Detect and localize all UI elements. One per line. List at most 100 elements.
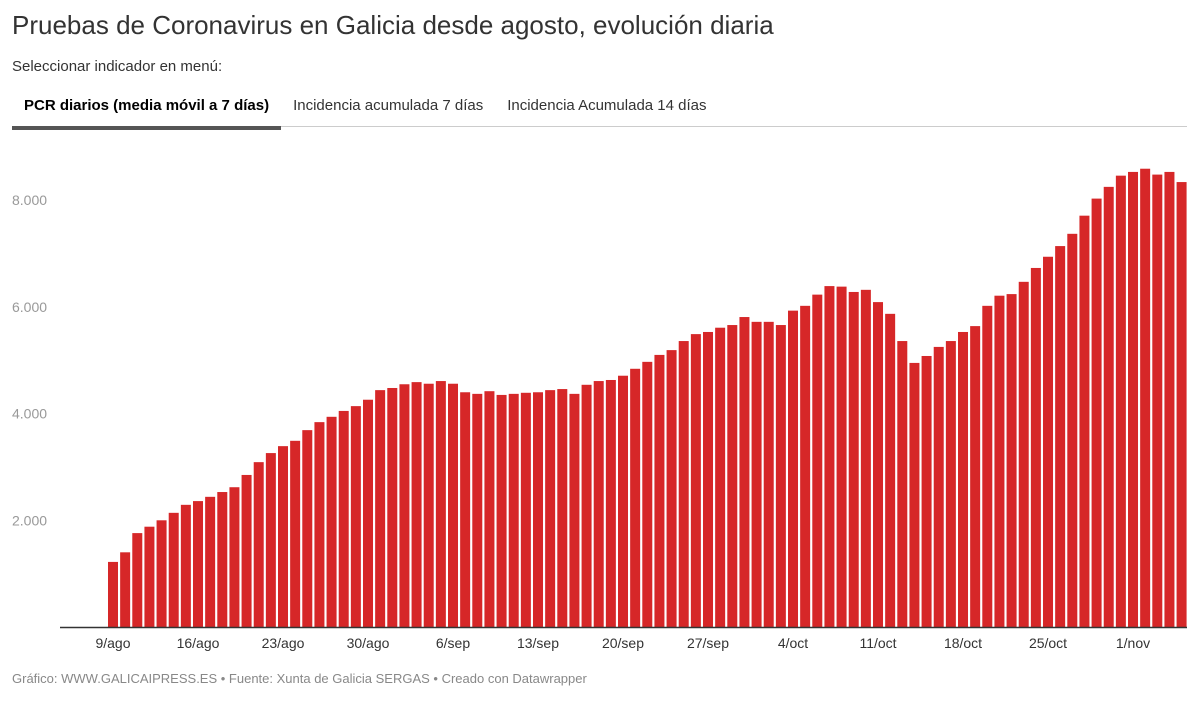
footer-credits: Gráfico: WWW.GALICAIPRESS.ES • Fuente: X… bbox=[12, 671, 587, 686]
bar-12/sep bbox=[520, 392, 531, 627]
bar-31/ago bbox=[375, 390, 386, 627]
bar-12/oct bbox=[885, 313, 896, 627]
bar-29/sep bbox=[727, 325, 738, 627]
bar-13/oct bbox=[897, 341, 908, 627]
bar-26/ago bbox=[314, 422, 325, 627]
bar-20/sep bbox=[618, 375, 629, 627]
x-tick-label: 9/ago bbox=[95, 635, 130, 651]
bar-18/oct bbox=[958, 331, 969, 627]
x-tick-label: 18/oct bbox=[944, 635, 982, 651]
x-tick-label: 13/sep bbox=[517, 635, 559, 651]
bar-10/sep bbox=[496, 394, 507, 627]
bar-5/oct bbox=[800, 305, 811, 627]
bar-23/ago bbox=[278, 446, 289, 627]
bar-26/oct bbox=[1055, 246, 1066, 627]
bar-26/sep bbox=[690, 334, 701, 627]
bar-11/ago bbox=[132, 533, 143, 627]
bar-25/oct bbox=[1043, 256, 1054, 627]
y-tick-label: 4.000 bbox=[12, 406, 47, 422]
bar-5/sep bbox=[435, 381, 446, 627]
bar-17/oct bbox=[945, 341, 956, 627]
bar-23/sep bbox=[654, 354, 665, 627]
y-tick-label: 6.000 bbox=[12, 299, 47, 315]
bar-30/sep bbox=[739, 317, 750, 627]
x-tick-label: 1/nov bbox=[1116, 635, 1150, 651]
bar-17/sep bbox=[581, 384, 592, 627]
bar-15/ago bbox=[180, 504, 191, 627]
bar-2/oct bbox=[763, 321, 774, 627]
bar-1/sep bbox=[387, 387, 398, 627]
x-tick-label: 25/oct bbox=[1029, 635, 1067, 651]
bar-8/sep bbox=[472, 393, 483, 627]
bar-4/nov bbox=[1164, 171, 1175, 627]
x-tick-label: 27/sep bbox=[687, 635, 729, 651]
bar-2/sep bbox=[399, 384, 410, 627]
bar-18/sep bbox=[593, 381, 604, 627]
tab-pcr-diarios[interactable]: PCR diarios (media móvil a 7 días) bbox=[12, 88, 282, 130]
bar-3/nov bbox=[1152, 174, 1163, 628]
x-tick-label: 4/oct bbox=[778, 635, 808, 651]
bar-22/ago bbox=[265, 453, 276, 627]
bar-9/ago bbox=[108, 561, 118, 627]
bar-3/sep bbox=[411, 382, 422, 627]
x-tick-label: 11/oct bbox=[859, 635, 896, 651]
bar-11/oct bbox=[873, 302, 884, 627]
bar-28/ago bbox=[338, 410, 349, 627]
bar-7/sep bbox=[460, 392, 471, 627]
page-title: Pruebas de Coronavirus en Galicia desde … bbox=[12, 10, 774, 40]
y-tick-label: 2.000 bbox=[12, 512, 47, 528]
bar-15/sep bbox=[557, 389, 568, 627]
bar-27/oct bbox=[1067, 233, 1078, 628]
bar-18/ago bbox=[217, 492, 228, 627]
bar-14/oct bbox=[909, 362, 920, 627]
bar-19/sep bbox=[605, 379, 616, 627]
bar-29/oct bbox=[1091, 198, 1102, 628]
tab-incidencia-7[interactable]: Incidencia acumulada 7 días bbox=[293, 97, 484, 114]
bar-30/ago bbox=[363, 399, 374, 627]
bar-20/ago bbox=[241, 474, 252, 627]
bar-24/oct bbox=[1030, 267, 1041, 627]
bar-21/oct bbox=[994, 295, 1005, 627]
bar-4/oct bbox=[788, 310, 799, 627]
bar-12/ago bbox=[144, 526, 155, 627]
bar-17/ago bbox=[205, 496, 216, 627]
x-tick-label: 16/ago bbox=[177, 635, 220, 651]
bar-5/nov bbox=[1176, 182, 1187, 627]
bar-24/sep bbox=[666, 350, 677, 627]
tab-incidencia-14[interactable]: Incidencia Acumulada 14 días bbox=[507, 97, 707, 114]
bar-25/sep bbox=[678, 341, 689, 627]
y-tick-label: 8.000 bbox=[12, 192, 47, 208]
bar-8/oct bbox=[836, 286, 847, 627]
bar-27/ago bbox=[326, 416, 337, 627]
bar-7/oct bbox=[824, 286, 835, 627]
bar-15/oct bbox=[921, 355, 932, 627]
bar-6/sep bbox=[448, 383, 459, 627]
subtitle: Seleccionar indicador en menú: bbox=[12, 58, 223, 75]
x-tick-label: 20/sep bbox=[602, 635, 644, 651]
bar-13/sep bbox=[533, 392, 544, 627]
bar-20/oct bbox=[982, 305, 993, 627]
bar-22/sep bbox=[642, 361, 653, 627]
bar-11/sep bbox=[508, 393, 519, 627]
bar-31/oct bbox=[1115, 175, 1126, 627]
bar-1/nov bbox=[1128, 171, 1139, 627]
bar-25/ago bbox=[302, 430, 313, 627]
bar-16/oct bbox=[933, 346, 944, 627]
bar-16/ago bbox=[193, 501, 204, 627]
bar-22/oct bbox=[1006, 294, 1017, 627]
bar-10/oct bbox=[860, 289, 871, 627]
bar-19/oct bbox=[970, 326, 981, 627]
bar-6/oct bbox=[812, 294, 823, 627]
bar-19/ago bbox=[229, 487, 240, 627]
bar-27/sep bbox=[703, 331, 714, 627]
bar-23/oct bbox=[1018, 281, 1029, 627]
bar-16/sep bbox=[569, 393, 580, 627]
bar-13/ago bbox=[156, 520, 167, 627]
bar-21/ago bbox=[253, 462, 264, 627]
bar-4/sep bbox=[423, 383, 434, 627]
bar-21/sep bbox=[630, 368, 641, 627]
bar-9/sep bbox=[484, 391, 495, 627]
bar-30/oct bbox=[1103, 186, 1114, 628]
indicator-tabs: PCR diarios (media móvil a 7 días) Incid… bbox=[12, 88, 1187, 130]
